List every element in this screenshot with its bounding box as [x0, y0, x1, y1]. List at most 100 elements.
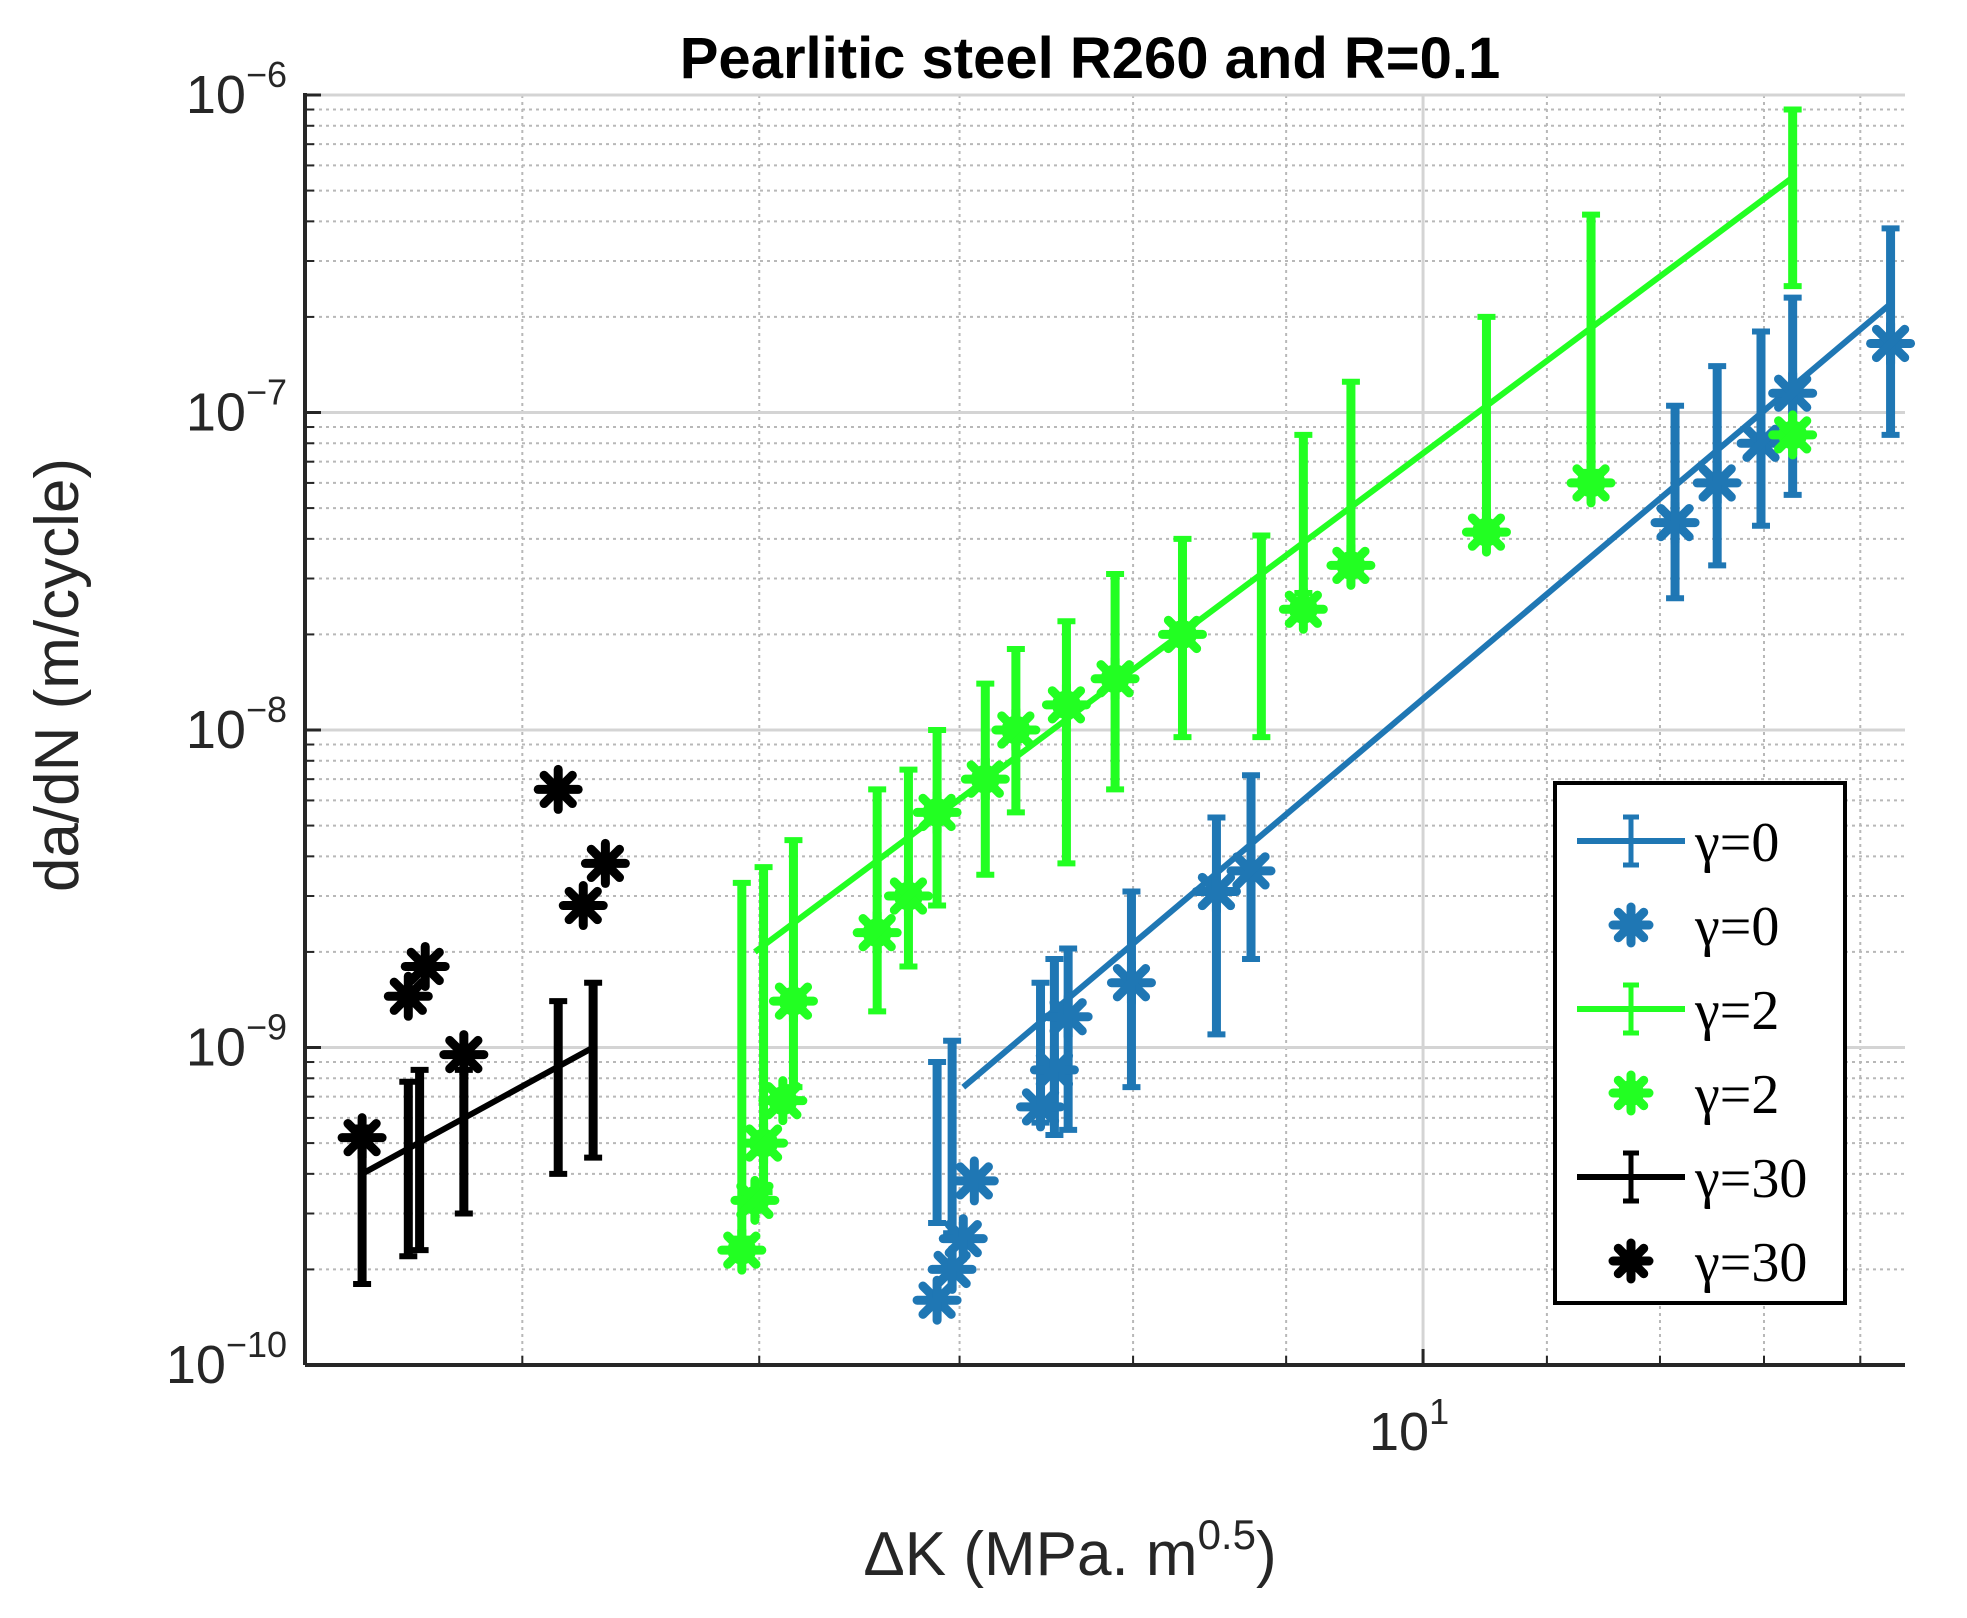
legend-marker	[1608, 1070, 1654, 1116]
data-point-ray	[1232, 852, 1270, 890]
series-3	[717, 410, 1818, 1275]
data-point	[400, 941, 450, 991]
legend-entry: γ=0	[1577, 812, 1779, 874]
series-5	[337, 764, 630, 1163]
legend-marker-ray	[1613, 1243, 1649, 1279]
data-point	[1278, 584, 1328, 634]
data-point-ray	[389, 977, 427, 1015]
legend-entry: γ=0	[1608, 896, 1779, 958]
x-axis-label-exponent: 0.5	[1198, 1511, 1256, 1558]
data-point-ray	[343, 1119, 381, 1157]
axes: 10−10 10−9 10−8 10−7 10−6 101	[166, 54, 1905, 1462]
data-point-ray	[586, 844, 625, 883]
data-point-ray	[1096, 660, 1134, 698]
data-point-ray	[1656, 503, 1694, 542]
data-point-ray	[1112, 964, 1151, 1002]
legend-marker-ray	[1613, 1075, 1649, 1111]
data-point-ray	[1572, 464, 1610, 502]
data-point	[912, 787, 962, 837]
data-point	[1029, 1045, 1079, 1095]
x-tick-label: 101	[1369, 1391, 1449, 1462]
data-point	[768, 976, 818, 1026]
y-tick-label: 10−7	[186, 372, 287, 443]
legend-entry: γ=2	[1608, 1064, 1779, 1126]
legend-entry: γ=2	[1577, 980, 1779, 1042]
data-point	[533, 764, 583, 814]
data-point-ray	[1698, 464, 1736, 502]
data-point	[1692, 458, 1742, 508]
x-axis-label-close: )	[1256, 1520, 1277, 1589]
legend: γ=0 γ=0 γ=2 γ=2 γ=30 γ=30	[1553, 781, 1847, 1305]
legend-label: γ=30	[1694, 1232, 1807, 1294]
data-point-ray	[997, 711, 1035, 749]
data-point	[852, 908, 902, 958]
legend-label: γ=0	[1694, 812, 1779, 874]
data-point-ray	[1163, 615, 1202, 654]
data-point	[991, 705, 1041, 755]
data-point-ray	[918, 1281, 956, 1319]
y-tick-label: 10−9	[186, 1007, 287, 1078]
data-point-ray	[445, 1035, 483, 1074]
data-point	[960, 754, 1010, 804]
data-point-ray	[1871, 324, 1910, 363]
data-point	[1226, 846, 1276, 896]
data-point	[1326, 540, 1376, 590]
data-point-ray	[736, 1181, 774, 1220]
legend-label: γ=2	[1694, 980, 1779, 1042]
series-1	[912, 318, 1916, 1325]
data-point	[1191, 866, 1241, 916]
data-point	[949, 1156, 999, 1206]
data-point	[1768, 368, 1818, 418]
y-axis-label: da/dN (m/cycle)	[23, 458, 92, 892]
data-point-ray	[1467, 513, 1506, 551]
data-point-ray	[1035, 1051, 1074, 1089]
data-point-ray	[966, 760, 1004, 798]
data-point	[439, 1030, 489, 1080]
data-point	[758, 1076, 808, 1126]
x-axis-label: ΔK (MPa. m0.5)	[863, 1511, 1276, 1589]
data-point-ray	[944, 1220, 982, 1258]
data-point-ray	[774, 982, 813, 1020]
data-point-ray	[1197, 872, 1236, 911]
series-2	[732, 106, 1802, 1242]
data-point-ray	[1284, 590, 1322, 628]
data-point-ray	[723, 1231, 761, 1269]
data-point	[558, 881, 608, 931]
data-point-ray	[539, 770, 577, 809]
chart-title: Pearlitic steel R260 and R=0.1	[680, 26, 1501, 91]
data-point-ray	[1021, 1088, 1060, 1126]
data-point-ray	[889, 877, 928, 915]
legend-marker	[1608, 902, 1654, 948]
legend-label: γ=30	[1694, 1148, 1807, 1210]
data-point	[1736, 418, 1786, 468]
data-point-ray	[406, 947, 444, 986]
data-point	[1043, 992, 1093, 1042]
data-point-ray	[1049, 998, 1087, 1036]
data-point	[580, 838, 630, 888]
legend-marker-ray	[1613, 907, 1649, 943]
data-point	[739, 1118, 789, 1168]
legend-entry: γ=30	[1608, 1232, 1807, 1294]
legend-entry: γ=30	[1577, 1148, 1807, 1210]
legend-label: γ=0	[1694, 896, 1779, 958]
data-point-ray	[955, 1162, 993, 1200]
data-point-ray	[764, 1082, 802, 1120]
data-point-ray	[1774, 374, 1812, 412]
data-point	[1461, 507, 1511, 557]
x-axis-label-main: ΔK (MPa. m	[863, 1520, 1197, 1589]
data-point	[1157, 609, 1207, 659]
data-point	[717, 1225, 767, 1275]
legend-marker	[1608, 1238, 1654, 1284]
data-point	[1106, 958, 1156, 1008]
y-tick-label: 10−10	[166, 1324, 287, 1395]
data-point-ray	[1332, 546, 1370, 585]
series-4	[353, 979, 603, 1287]
data-point	[938, 1214, 988, 1264]
data-point	[1566, 458, 1616, 508]
legend-box	[1553, 781, 1847, 1305]
data-point-ray	[1774, 416, 1812, 454]
data-point-ray	[744, 1124, 783, 1162]
data-point-ray	[564, 886, 602, 925]
data-point	[883, 871, 933, 921]
